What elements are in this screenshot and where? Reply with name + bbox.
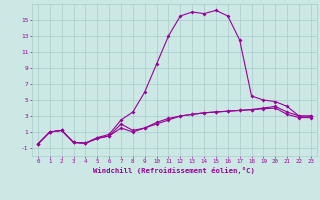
X-axis label: Windchill (Refroidissement éolien,°C): Windchill (Refroidissement éolien,°C) bbox=[93, 167, 255, 174]
